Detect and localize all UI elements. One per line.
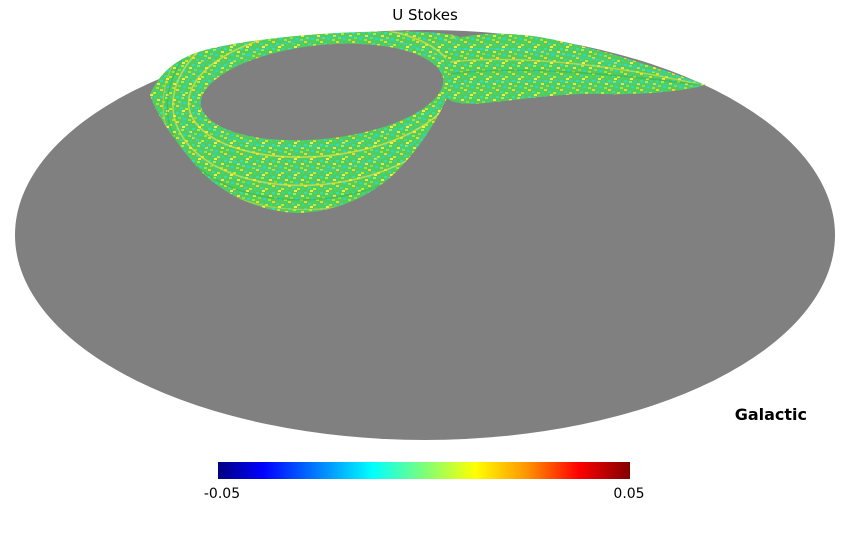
plot-title: U Stokes (392, 6, 458, 24)
coordinate-system-label: Galactic (735, 405, 807, 424)
colorbar (218, 462, 630, 479)
wing-ring-texture (447, 48, 703, 87)
colorbar-min-label: -0.05 (204, 486, 240, 502)
scan-band-wing (445, 33, 706, 104)
scan-band-annulus (150, 31, 468, 213)
mollweide-sphere (15, 30, 835, 440)
colorbar-max-label: 0.05 (613, 486, 644, 502)
